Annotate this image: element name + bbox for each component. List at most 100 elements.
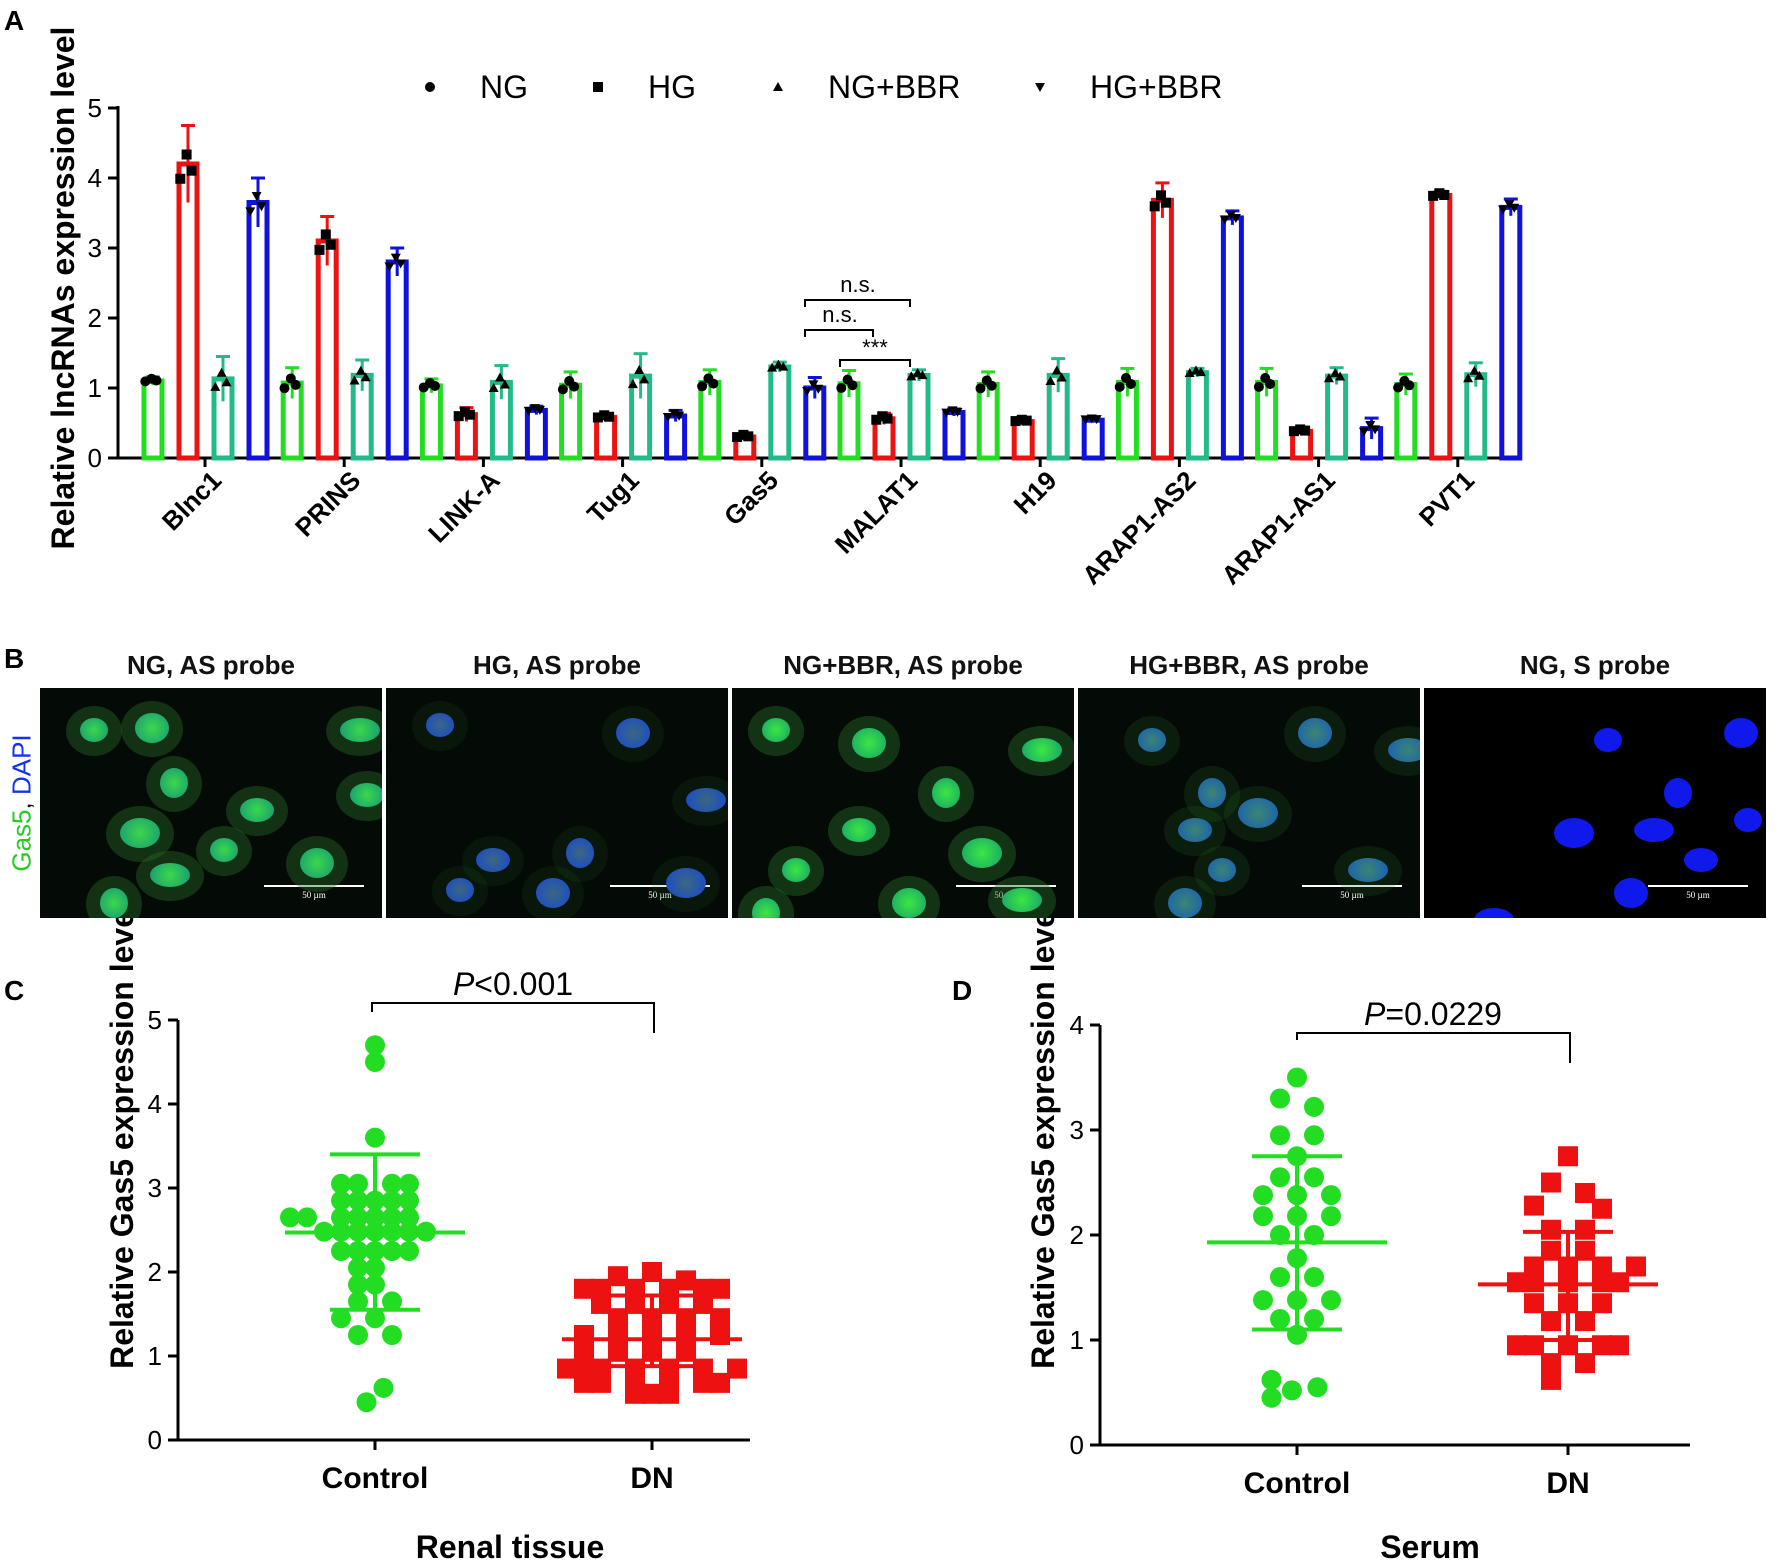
data-point-control [1253,1185,1273,1206]
data-point [488,383,499,393]
data-point [1121,373,1131,384]
data-point [906,371,917,381]
data-point [981,375,992,386]
data-point-control [348,1241,368,1261]
cell-nucleus [340,718,380,742]
cell-nucleus [1238,798,1278,828]
data-point [842,374,853,385]
panel-d-p-value: =0.0229 [1385,996,1502,1032]
data-point-control [1307,1377,1328,1398]
cell-nucleus [210,838,238,862]
data-point [1160,197,1171,208]
panel-a-bars [140,124,1523,461]
data-point-control [348,1274,368,1295]
bar-hg [315,238,339,461]
data-point-control [382,1207,402,1228]
data-point [1051,365,1062,375]
data-point [390,253,401,263]
data-point-control [280,1207,300,1228]
cell-nucleus [476,848,510,872]
data-point-dn [1524,1195,1544,1216]
data-point-dn [608,1341,628,1362]
legend-marker [425,82,435,92]
bar-hg-bbr [524,407,548,461]
micro-image-ng-s: 50 µm [1424,688,1766,918]
data-point [495,372,505,382]
data-point [1230,213,1241,223]
data-point-control [399,1207,419,1228]
data-point-control [1270,1125,1290,1146]
data-point [1509,203,1520,213]
cell-nucleus [1198,778,1226,808]
cell-nucleus [962,838,1002,868]
data-point [256,202,267,212]
cell-nucleus [842,818,876,842]
data-point [1156,190,1166,201]
data-point-control [1281,1380,1302,1401]
data-point-dn [1524,1293,1544,1314]
data-point-dn [591,1372,611,1393]
data-point-control [331,1207,351,1228]
cell-nucleus [762,718,790,742]
data-point-control [1321,1290,1341,1311]
data-point-control [1270,1167,1290,1188]
panel-b-ylabel-gas5: Gas5 [6,809,37,872]
data-point [1149,201,1160,212]
panel-c-bracket [371,1002,655,1033]
bar-hg-bbr [1220,215,1244,461]
data-point-control [1270,1088,1290,1109]
cell-nucleus [1724,718,1758,748]
bar-hg [176,161,200,461]
data-point-dn [1592,1272,1612,1293]
data-point [1370,425,1381,435]
category-label: Gas5 [718,465,784,531]
legend-marker [773,82,783,91]
panel-d-pvalue: P=0.0229 [1364,996,1502,1032]
data-point [1080,415,1091,425]
data-point [221,377,232,387]
data-point-control [331,1190,351,1211]
data-point [216,367,227,377]
data-point-dn [1541,1369,1561,1390]
data-point-dn [1541,1240,1561,1261]
panel-d-bracket [1296,1032,1571,1063]
bar-hg [1011,419,1035,461]
data-point-control [399,1173,419,1194]
data-point [557,384,568,395]
data-point-control [399,1241,419,1261]
data-point [320,229,331,240]
y-tick-label: 5 [148,1005,162,1035]
y-tick-label: 0 [148,1425,162,1455]
data-point [279,383,290,394]
data-point [1358,427,1369,437]
data-point [1191,365,1201,375]
data-point [1498,205,1509,215]
micro-title-3: NG+BBR, AS probe [783,650,1023,680]
data-point-control [1261,1387,1282,1408]
data-point [146,373,157,384]
data-point [564,376,575,387]
micro-title-1: NG, AS probe [126,650,296,680]
data-point [395,259,406,269]
panel-c-xlabel: Renal tissue [416,1529,605,1565]
data-point-control [348,1190,368,1211]
cell-nucleus [1208,858,1236,882]
data-point-control [1287,1067,1307,1088]
data-point-dn [1541,1219,1561,1240]
bar-hg-bbr [385,259,409,461]
data-point [813,384,824,394]
cell-nucleus [1002,888,1042,912]
cell-nucleus [932,778,960,808]
panel-b-ylabel-dapi: DAPI [6,734,37,796]
y-tick-label: 1 [1070,1325,1084,1355]
annot-ns-2: n.s. [822,302,857,327]
cell-nucleus [150,863,190,887]
panel-a-letter: A [4,5,24,36]
legend-label: NG+BBR [828,69,960,105]
cell-nucleus [1178,818,1212,842]
data-point [1399,375,1410,386]
data-point [1469,365,1480,375]
data-point-dn [693,1293,713,1314]
data-point [360,372,371,382]
data-point [871,414,882,425]
